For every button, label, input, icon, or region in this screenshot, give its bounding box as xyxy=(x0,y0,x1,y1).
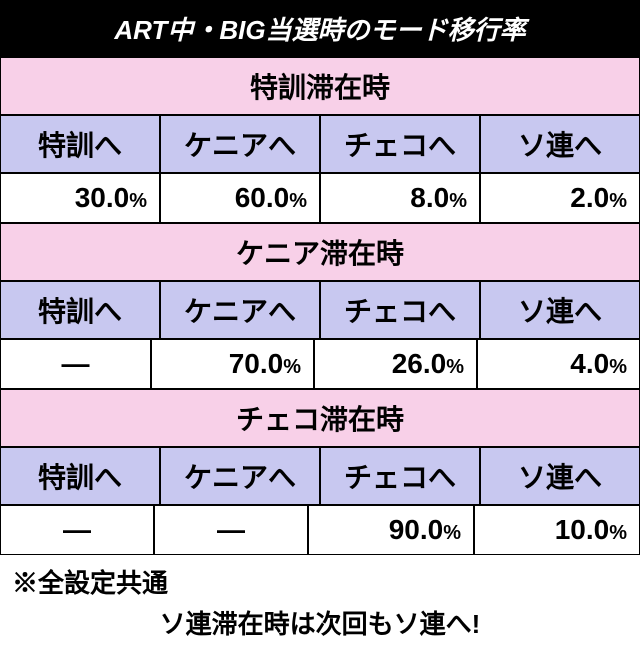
col-header: チェコへ xyxy=(320,447,480,505)
data-cell: — xyxy=(0,339,151,389)
page-title: ART中・BIG当選時のモード移行率 xyxy=(0,0,640,57)
col-header: 特訓へ xyxy=(0,281,160,339)
col-header: ソ連へ xyxy=(480,281,640,339)
col-headers-2: 特訓へ ケニアへ チェコへ ソ連へ xyxy=(0,447,640,505)
data-cell: — xyxy=(154,505,308,555)
section-header-1: ケニア滞在時 xyxy=(0,223,640,281)
section-header-2: チェコ滞在時 xyxy=(0,389,640,447)
data-cell: 90.0% xyxy=(308,505,474,555)
data-cell: 30.0% xyxy=(0,173,160,223)
col-header: ソ連へ xyxy=(480,447,640,505)
col-header: ケニアへ xyxy=(160,115,320,173)
data-cell: 4.0% xyxy=(477,339,640,389)
data-cell: 8.0% xyxy=(320,173,480,223)
col-header: 特訓へ xyxy=(0,115,160,173)
data-cell: 60.0% xyxy=(160,173,320,223)
data-cell: 10.0% xyxy=(474,505,640,555)
col-headers-1: 特訓へ ケニアへ チェコへ ソ連へ xyxy=(0,281,640,339)
col-header: ソ連へ xyxy=(480,115,640,173)
data-cell: 70.0% xyxy=(151,339,314,389)
data-cell: — xyxy=(0,505,154,555)
footnote-1: ※全設定共通 xyxy=(0,555,640,600)
data-row-0: 30.0% 60.0% 8.0% 2.0% xyxy=(0,173,640,223)
data-row-2: — — 90.0% 10.0% xyxy=(0,505,640,555)
data-cell: 26.0% xyxy=(314,339,477,389)
col-headers-0: 特訓へ ケニアへ チェコへ ソ連へ xyxy=(0,115,640,173)
data-cell: 2.0% xyxy=(480,173,640,223)
col-header: ケニアへ xyxy=(160,281,320,339)
col-header: ケニアへ xyxy=(160,447,320,505)
footnote-2: ソ連滞在時は次回もソ連へ! xyxy=(0,600,640,645)
section-header-0: 特訓滞在時 xyxy=(0,57,640,115)
data-row-1: — 70.0% 26.0% 4.0% xyxy=(0,339,640,389)
col-header: 特訓へ xyxy=(0,447,160,505)
col-header: チェコへ xyxy=(320,281,480,339)
col-header: チェコへ xyxy=(320,115,480,173)
